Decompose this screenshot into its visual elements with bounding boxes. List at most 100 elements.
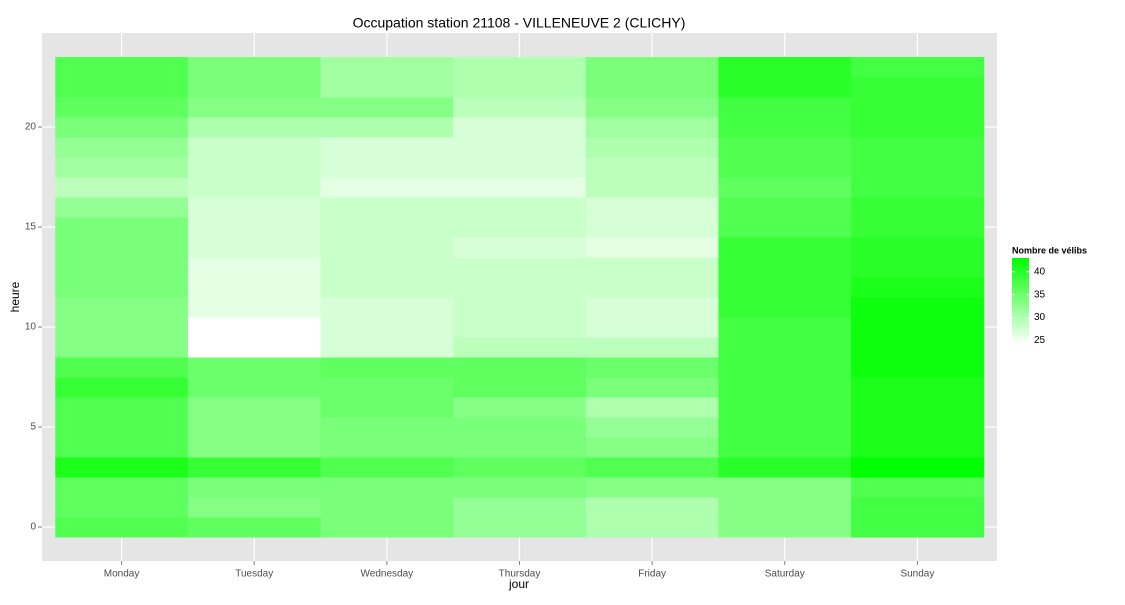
- heat-tile: [320, 97, 454, 118]
- heat-tile: [55, 257, 189, 278]
- heat-tile: [851, 177, 985, 198]
- heat-tile: [320, 477, 454, 498]
- heat-tile: [585, 417, 719, 438]
- heat-tile: [585, 217, 719, 238]
- heat-tile: [320, 377, 454, 398]
- heat-tile: [851, 197, 985, 218]
- heat-tile: [320, 137, 454, 158]
- heat-tile: [55, 377, 189, 398]
- heat-tile: [453, 317, 587, 338]
- x-tick-label: Friday: [638, 569, 666, 580]
- heat-tile: [718, 257, 852, 278]
- x-tick-label: Saturday: [765, 569, 805, 580]
- heat-tile: [718, 517, 852, 538]
- heat-tile: [585, 377, 719, 398]
- heat-tile: [187, 377, 322, 398]
- heat-tile: [851, 497, 985, 518]
- heat-tile: [187, 277, 322, 298]
- y-axis-label: heure: [8, 281, 22, 312]
- heat-tile: [55, 97, 189, 118]
- heat-tile: [585, 357, 719, 378]
- heat-tile: [453, 397, 587, 418]
- heat-tile: [453, 117, 587, 138]
- heat-tile: [585, 397, 719, 418]
- colorbar-tick-label: 30: [1034, 312, 1046, 323]
- heat-tile: [453, 377, 587, 398]
- heat-tile: [187, 177, 322, 198]
- heat-tile: [718, 397, 852, 418]
- heat-tile: [585, 197, 719, 218]
- heat-tile: [585, 57, 719, 78]
- heat-tile: [55, 497, 189, 518]
- heat-tile: [718, 337, 852, 358]
- colorbar: [1012, 258, 1029, 345]
- heat-tile: [453, 237, 587, 258]
- heat-tile: [55, 517, 189, 538]
- heat-tile: [851, 517, 985, 538]
- heat-tile: [320, 437, 454, 458]
- heat-tile: [718, 357, 852, 378]
- heat-tile: [453, 457, 587, 478]
- heat-tile: [453, 217, 587, 238]
- heat-tile: [187, 417, 322, 438]
- heat-tile: [718, 297, 852, 318]
- heat-tile: [320, 257, 454, 278]
- heat-tile: [320, 337, 454, 358]
- heat-tile: [453, 57, 587, 78]
- heat-tile: [453, 197, 587, 218]
- heat-tile: [585, 517, 719, 538]
- heat-tile: [585, 237, 719, 258]
- heat-tile: [55, 137, 189, 158]
- heat-tile: [55, 397, 189, 418]
- heat-tile: [320, 277, 454, 298]
- heat-tile: [320, 177, 454, 198]
- heat-tile: [187, 457, 322, 478]
- heat-tile: [320, 397, 454, 418]
- heat-tile: [453, 477, 587, 498]
- heat-tile: [187, 197, 322, 218]
- y-tick-label: 15: [25, 222, 37, 233]
- heat-tile: [851, 397, 985, 418]
- heat-tile: [851, 457, 985, 478]
- heat-tile: [585, 477, 719, 498]
- x-tick-label: Thursday: [499, 569, 541, 580]
- heat-tile: [187, 437, 322, 458]
- x-tick-label: Sunday: [900, 569, 934, 580]
- heat-tile: [55, 177, 189, 198]
- heat-tile: [718, 457, 852, 478]
- heat-tile: [453, 337, 587, 358]
- heat-tile: [187, 317, 322, 338]
- heat-tile: [320, 77, 454, 98]
- heat-tile: [851, 317, 985, 338]
- heat-tile: [55, 317, 189, 338]
- heat-tile: [718, 497, 852, 518]
- heat-tile: [55, 477, 189, 498]
- heat-tile: [585, 457, 719, 478]
- heat-tile: [55, 357, 189, 378]
- heat-tile: [55, 237, 189, 258]
- heat-tile: [320, 297, 454, 318]
- heat-tile: [320, 57, 454, 78]
- heat-tile: [320, 497, 454, 518]
- heat-tile: [851, 137, 985, 158]
- heat-tile: [851, 237, 985, 258]
- heat-tile: [453, 277, 587, 298]
- heat-tile: [851, 477, 985, 498]
- heat-tile: [585, 437, 719, 458]
- heat-tile: [851, 357, 985, 378]
- x-tick-label: Monday: [104, 569, 140, 580]
- heat-tile: [718, 57, 852, 78]
- x-tick-label: Tuesday: [235, 569, 273, 580]
- heat-tile: [453, 517, 587, 538]
- heat-tile: [718, 97, 852, 118]
- heat-tile: [851, 117, 985, 138]
- heat-tile: [187, 57, 322, 78]
- heat-tile: [585, 137, 719, 158]
- heat-tile: [851, 217, 985, 238]
- heat-tile: [187, 217, 322, 238]
- heat-tile: [453, 357, 587, 378]
- heat-tile: [718, 237, 852, 258]
- heat-tile: [718, 177, 852, 198]
- heat-tile: [851, 157, 985, 178]
